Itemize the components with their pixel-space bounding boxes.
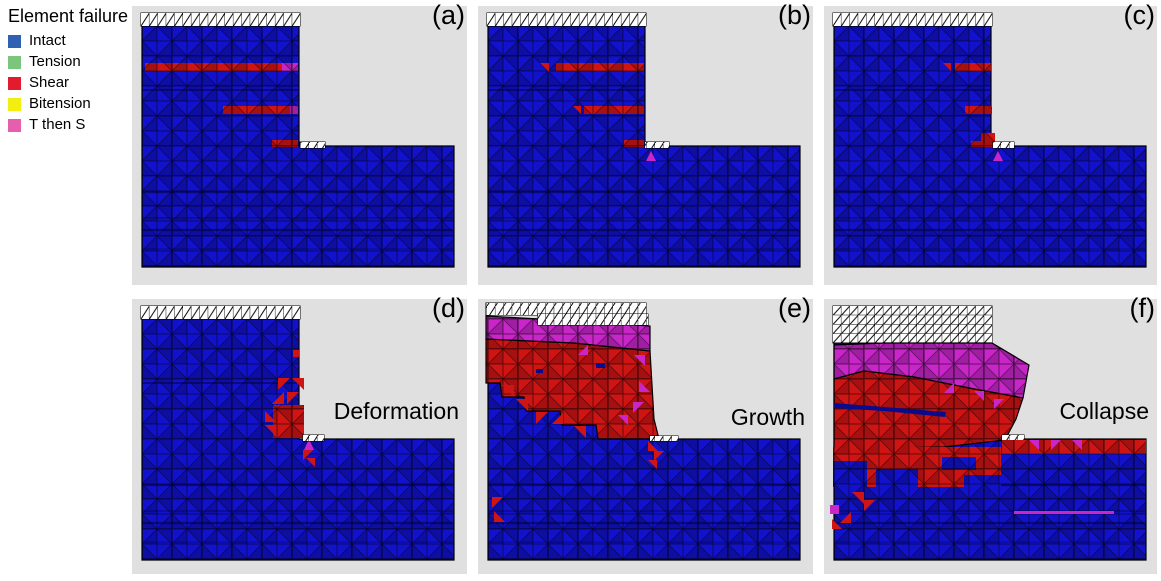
mesh-svg-e (485, 302, 801, 561)
panel-label-d: (d) (432, 293, 465, 323)
legend-swatch-tension (8, 55, 21, 69)
panel-c: (c) (824, 1, 1157, 285)
panel-label-f: (f) (1129, 293, 1155, 323)
legend-item-shear: Shear (8, 74, 130, 91)
caption-growth: Growth (730, 404, 805, 430)
panel-e: (e) Growth (478, 294, 813, 574)
legend-swatch-t-then-s (8, 118, 21, 132)
mesh-svg-a (140, 12, 455, 268)
legend-item-intact: Intact (8, 32, 130, 49)
mesh-svg-f (830, 305, 1147, 561)
mesh-svg-d (140, 305, 455, 561)
panel-b: (b) (478, 1, 813, 285)
legend-label-shear: Shear (29, 74, 70, 91)
caption-deformation: Deformation (333, 398, 459, 424)
mesh-svg-b (486, 12, 801, 268)
legend-swatch-intact (8, 34, 21, 48)
mesh-svg-c (832, 12, 1147, 268)
legend-item-tension: Tension (8, 53, 130, 70)
legend-swatch-shear (8, 76, 21, 90)
legend-label-bitension: Bitension (29, 95, 91, 112)
legend-label-t-then-s: T then S (29, 116, 86, 133)
panel-d: (d) Deformation (132, 294, 467, 574)
panel-label-a: (a) (432, 0, 465, 30)
legend-swatch-bitension (8, 97, 21, 111)
panel-f: (f) Collapse (824, 294, 1157, 574)
legend-label-intact: Intact (29, 32, 66, 49)
panel-label-b: (b) (778, 0, 811, 30)
legend: Element failure Intact Tension Shear Bit… (8, 6, 130, 139)
legend-label-tension: Tension (29, 53, 81, 70)
caption-collapse: Collapse (1059, 398, 1150, 424)
legend-title: Element failure (8, 6, 129, 26)
panel-a: (a) (132, 1, 467, 285)
panel-label-e: (e) (778, 293, 811, 323)
legend-item-bitension: Bitension (8, 95, 130, 112)
panel-label-c: (c) (1123, 0, 1155, 30)
legend-item-t-then-s: T then S (8, 116, 130, 133)
